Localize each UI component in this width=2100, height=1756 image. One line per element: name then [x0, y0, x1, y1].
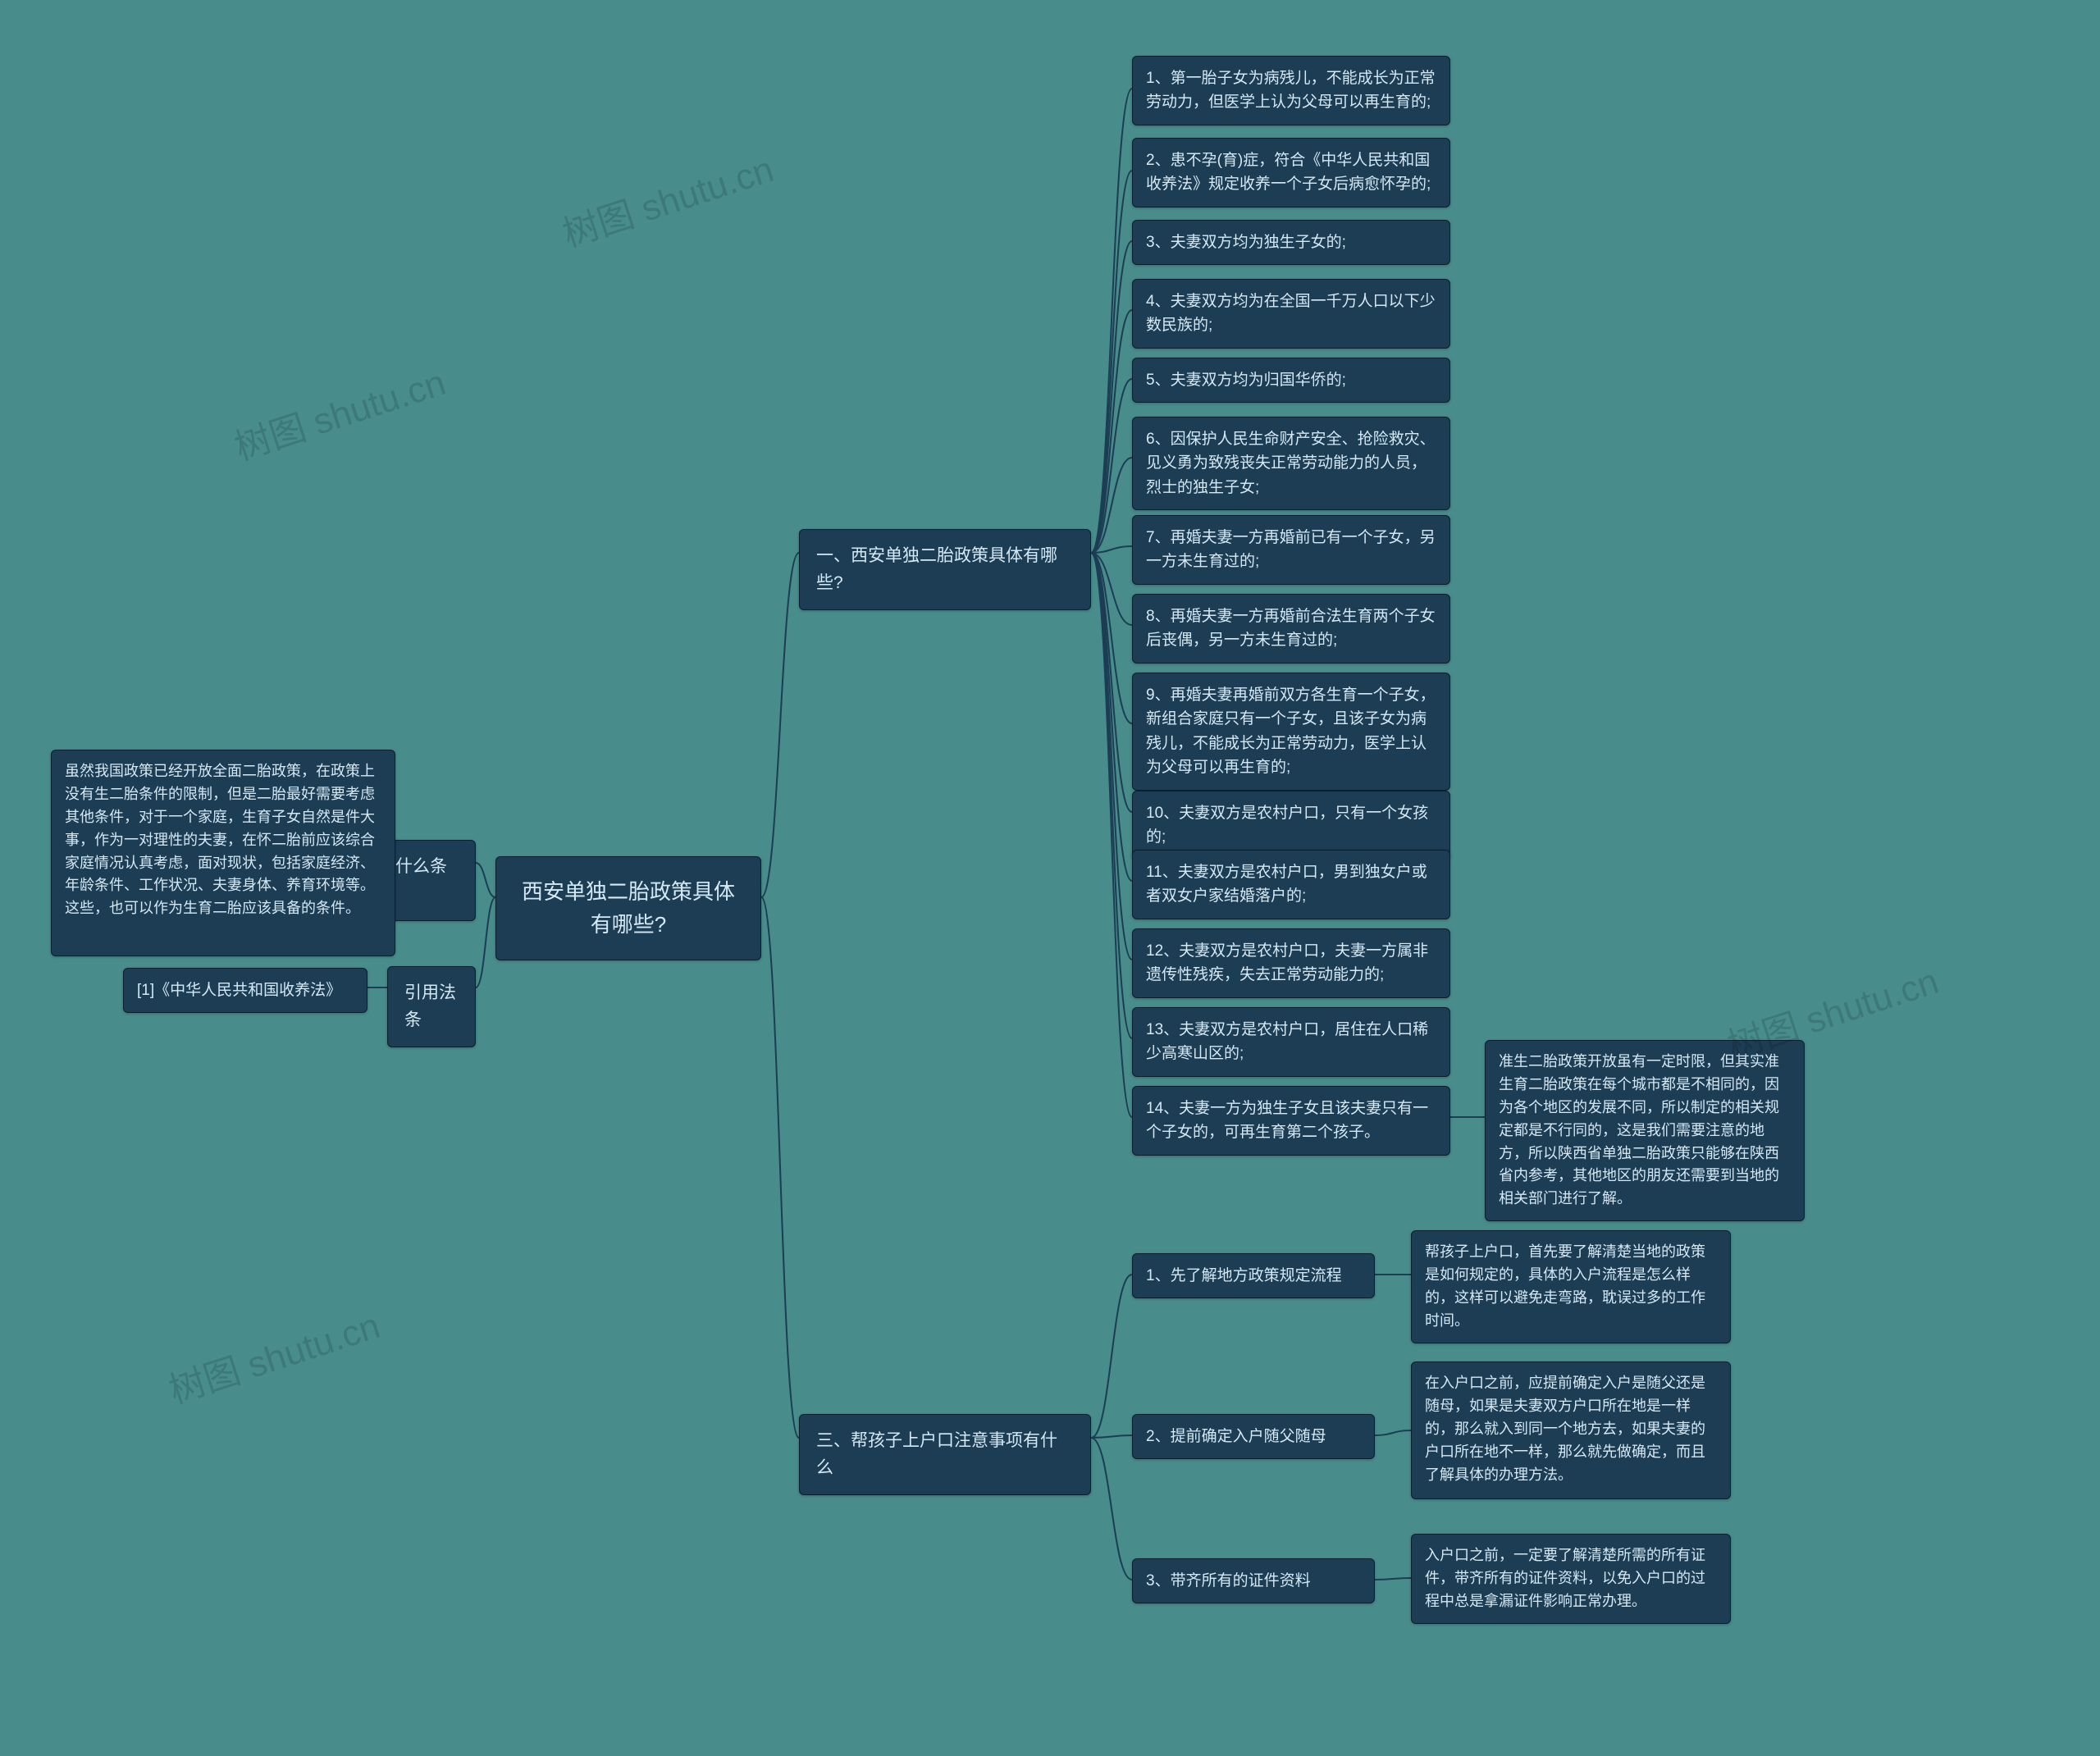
section3-detail: 入户口之前，一定要了解清楚所需的所有证件，带齐所有的证件资料，以免入户口的过程中… — [1411, 1534, 1731, 1624]
watermark: 树图 shutu.cn — [162, 1296, 386, 1413]
detail-law-text: [1]《中华人民共和国收养法》 — [137, 982, 341, 999]
section1-item: 8、再婚夫妻一方再婚前合法生育两个子女后丧偶，另一方未生育过的; — [1132, 594, 1450, 664]
section1-item: 11、夫妻双方是农村户口，男到独女户或者双女户家结婚落户的; — [1132, 850, 1450, 919]
watermark: 树图 shutu.cn — [555, 139, 779, 257]
detail-second-child-text: 虽然我国政策已经开放全面二胎政策，在政策上没有生二胎条件的限制，但是二胎最好需要… — [65, 763, 375, 916]
detail-second-child: 虽然我国政策已经开放全面二胎政策，在政策上没有生二胎条件的限制，但是二胎最好需要… — [51, 750, 395, 956]
branch-section3: 三、帮孩子上户口注意事项有什么 — [799, 1414, 1091, 1495]
section1-item: 4、夫妻双方均为在全国一千万人口以下少数民族的; — [1132, 279, 1450, 349]
section1-tail: 准生二胎政策开放虽有一定时限，但其实准生育二胎政策在每个城市都是不相同的，因为各… — [1485, 1040, 1805, 1221]
section1-tail-text: 准生二胎政策开放虽有一定时限，但其实准生育二胎政策在每个城市都是不相同的，因为各… — [1499, 1053, 1779, 1206]
section3-label: 2、提前确定入户随父随母 — [1132, 1414, 1375, 1459]
section1-item: 14、夫妻一方为独生子女且该夫妻只有一个子女的，可再生育第二个孩子。 — [1132, 1086, 1450, 1156]
section1-item: 7、再婚夫妻一方再婚前已有一个子女，另一方未生育过的; — [1132, 515, 1450, 585]
branch-section1: 一、西安单独二胎政策具体有哪些? — [799, 529, 1091, 610]
section3-detail: 帮孩子上户口，首先要了解清楚当地的政策是如何规定的，具体的入户流程是怎么样的，这… — [1411, 1230, 1731, 1343]
root-text: 西安单独二胎政策具体有哪些? — [522, 879, 735, 937]
section1-item: 2、患不孕(育)症，符合《中华人民共和国收养法》规定收养一个子女后病愈怀孕的; — [1132, 138, 1450, 208]
branch-law: 引用法条 — [387, 966, 476, 1047]
section1-item: 12、夫妻双方是农村户口，夫妻一方属非遗传性残疾，失去正常劳动能力的; — [1132, 928, 1450, 998]
section3-label: 3、带齐所有的证件资料 — [1132, 1558, 1375, 1603]
section1-item: 13、夫妻双方是农村户口，居住在人口稀少高寒山区的; — [1132, 1007, 1450, 1077]
branch-section1-text: 一、西安单独二胎政策具体有哪些? — [816, 546, 1057, 592]
section3-detail: 在入户口之前，应提前确定入户是随父还是随母，如果是夫妻双方户口所在地是一样的，那… — [1411, 1361, 1731, 1499]
section1-item: 6、因保护人民生命财产安全、抢险救灾、见义勇为致残丧失正常劳动能力的人员，烈士的… — [1132, 417, 1450, 510]
section1-item: 5、夫妻双方均为归国华侨的; — [1132, 358, 1450, 403]
watermark: 树图 shutu.cn — [227, 353, 451, 470]
branch-section3-text: 三、帮孩子上户口注意事项有什么 — [816, 1431, 1057, 1477]
branch-law-text: 引用法条 — [404, 983, 456, 1029]
root-node: 西安单独二胎政策具体有哪些? — [495, 856, 761, 960]
section1-item: 9、再婚夫妻再婚前双方各生育一个子女，新组合家庭只有一个子女，且该子女为病残儿，… — [1132, 673, 1450, 791]
section1-item: 3、夫妻双方均为独生子女的; — [1132, 220, 1450, 265]
section1-item: 1、第一胎子女为病残儿，不能成长为正常劳动力，但医学上认为父母可以再生育的; — [1132, 56, 1450, 125]
section3-label: 1、先了解地方政策规定流程 — [1132, 1253, 1375, 1298]
detail-law: [1]《中华人民共和国收养法》 — [123, 968, 368, 1013]
